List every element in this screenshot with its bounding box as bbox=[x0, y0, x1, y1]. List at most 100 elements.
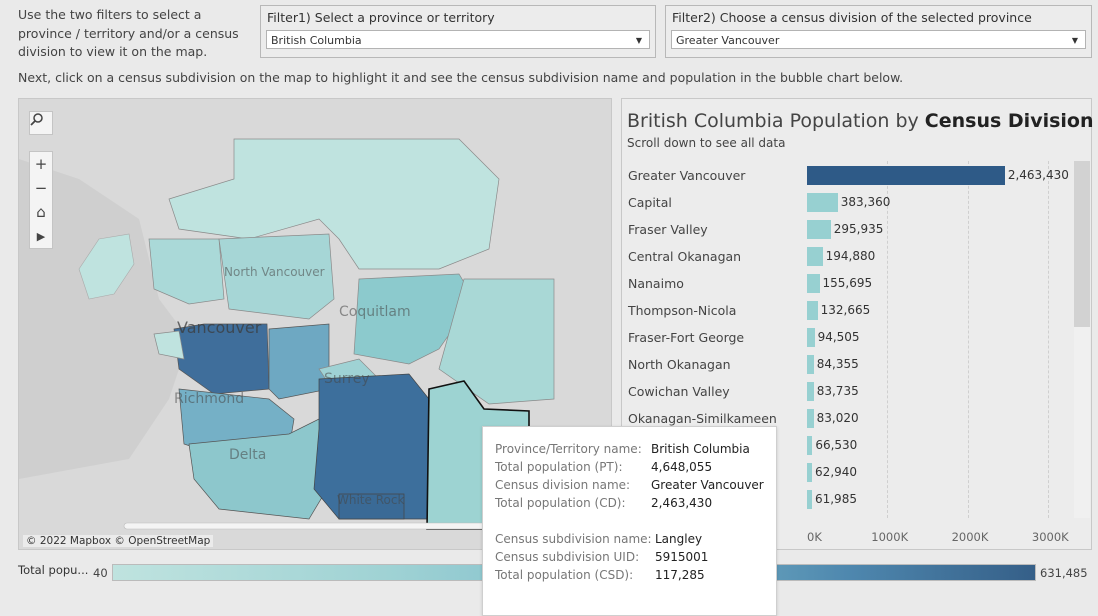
chart-row[interactable]: Fraser Valley 295,935 bbox=[622, 217, 1072, 244]
tooltip-uid-value: 5915001 bbox=[655, 550, 709, 564]
bar-value-label: 83,020 bbox=[816, 411, 859, 425]
map-label-white-rock: White Rock bbox=[337, 493, 405, 507]
map-label-vancouver: Vancouver bbox=[177, 318, 262, 337]
map-region[interactable] bbox=[338, 493, 405, 520]
tooltip-ptpop-value: 4,648,055 bbox=[651, 460, 713, 474]
map-region[interactable] bbox=[438, 278, 555, 405]
chart-row[interactable]: Greater Vancouver 2,463,430 bbox=[622, 163, 1072, 190]
filter-province: Filter1) Select a province or territory … bbox=[260, 5, 656, 58]
tooltip-csdpop-value: 117,285 bbox=[655, 568, 705, 582]
play-icon[interactable]: ▶ bbox=[36, 229, 46, 243]
map-zoom-controls: + − ⌂ ▶ bbox=[29, 151, 53, 249]
category-label: Nanaimo bbox=[628, 276, 684, 291]
bar-value-label: 66,530 bbox=[815, 438, 858, 452]
bar[interactable] bbox=[807, 490, 812, 509]
tooltip-csdpop-label: Total population (CSD): bbox=[495, 568, 634, 582]
bar-value-label: 383,360 bbox=[840, 195, 891, 209]
map-canvas[interactable] bbox=[19, 99, 612, 550]
home-icon[interactable]: ⌂ bbox=[36, 203, 46, 221]
province-select-value: British Columbia bbox=[271, 34, 362, 47]
category-label: Cowichan Valley bbox=[628, 384, 730, 399]
map-region[interactable] bbox=[148, 238, 225, 305]
chart-scrollbar[interactable] bbox=[1074, 161, 1090, 518]
map-tooltip: Province/Territory name: British Columbi… bbox=[482, 426, 777, 616]
bar[interactable] bbox=[807, 436, 813, 455]
category-label: Capital bbox=[628, 195, 672, 210]
bar[interactable] bbox=[807, 463, 813, 482]
x-tick-label: 0K bbox=[807, 530, 822, 544]
chart-gridline bbox=[1047, 161, 1049, 518]
chart-row[interactable]: 62,940 bbox=[622, 460, 1072, 487]
chart-row[interactable]: Nanaimo 155,695 bbox=[622, 271, 1072, 298]
chart-title: British Columbia Population by Census Di… bbox=[627, 110, 1094, 132]
map-region[interactable] bbox=[353, 273, 475, 365]
chart-row[interactable]: 61,985 bbox=[622, 487, 1072, 514]
x-tick-label: 1000K bbox=[871, 530, 909, 544]
bar[interactable] bbox=[807, 247, 823, 266]
scrollbar-thumb[interactable] bbox=[1074, 161, 1090, 327]
category-label: Thompson-Nicola bbox=[628, 303, 737, 318]
zoom-out-icon[interactable]: − bbox=[34, 179, 48, 197]
chart-row[interactable]: Fraser-Fort George 94,505 bbox=[622, 325, 1072, 352]
census-map[interactable]: North Vancouver Vancouver Coquitlam Surr… bbox=[18, 98, 612, 550]
bar[interactable] bbox=[807, 274, 820, 293]
tooltip-uid-label: Census subdivision UID: bbox=[495, 550, 640, 564]
legend-min-value: 40 bbox=[93, 566, 108, 580]
map-region[interactable] bbox=[168, 138, 500, 270]
chart-row[interactable]: 66,530 bbox=[622, 433, 1072, 460]
category-label: Central Okanagan bbox=[628, 249, 742, 264]
bar[interactable] bbox=[807, 193, 838, 212]
map-region[interactable] bbox=[268, 323, 330, 400]
bar[interactable] bbox=[807, 382, 814, 401]
map-region[interactable] bbox=[153, 330, 185, 360]
map-label-coquitlam: Coquitlam bbox=[339, 304, 411, 320]
chart-row[interactable]: North Okanagan 84,355 bbox=[622, 352, 1072, 379]
chevron-down-icon: ▼ bbox=[1071, 36, 1078, 45]
bar[interactable] bbox=[807, 220, 831, 239]
census-division-select[interactable]: Greater Vancouver ▼ bbox=[671, 30, 1086, 49]
category-label: Fraser-Fort George bbox=[628, 330, 745, 345]
chart-gridline bbox=[887, 161, 889, 518]
map-region[interactable] bbox=[78, 233, 135, 300]
map-label-surrey: Surrey bbox=[324, 371, 370, 387]
filter-census-division: Filter2) Choose a census division of the… bbox=[665, 5, 1092, 58]
next-instructions-text: Next, click on a census subdivision on t… bbox=[18, 70, 904, 85]
chevron-down-icon: ▼ bbox=[635, 36, 642, 45]
bar-value-label: 94,505 bbox=[817, 330, 860, 344]
bar-value-label: 295,935 bbox=[833, 222, 884, 236]
tooltip-cdpop-value: 2,463,430 bbox=[651, 496, 713, 510]
tooltip-pt-label: Province/Territory name: bbox=[495, 442, 642, 456]
bar-value-label: 61,985 bbox=[814, 492, 857, 506]
bar[interactable] bbox=[807, 301, 818, 320]
province-select[interactable]: British Columbia ▼ bbox=[266, 30, 650, 49]
bar[interactable] bbox=[807, 166, 1005, 185]
bar[interactable] bbox=[807, 355, 814, 374]
chart-row[interactable]: Okanagan-Similkameen 83,020 bbox=[622, 406, 1072, 433]
bar-value-label: 155,695 bbox=[822, 276, 873, 290]
chart-subtitle: Scroll down to see all data bbox=[627, 136, 786, 150]
filter-province-title: Filter1) Select a province or territory bbox=[267, 10, 495, 25]
chart-row[interactable]: Thompson-Nicola 132,665 bbox=[622, 298, 1072, 325]
chart-row[interactable]: Central Okanagan 194,880 bbox=[622, 244, 1072, 271]
bar-value-label: 2,463,430 bbox=[1007, 168, 1069, 182]
bar[interactable] bbox=[807, 328, 815, 347]
bar[interactable] bbox=[807, 409, 814, 428]
tooltip-csd-label: Census subdivision name: bbox=[495, 532, 652, 546]
x-tick-label: 2000K bbox=[951, 530, 989, 544]
map-label-north-vancouver: North Vancouver bbox=[224, 265, 325, 279]
bar-value-label: 132,665 bbox=[820, 303, 871, 317]
map-region[interactable] bbox=[218, 233, 335, 320]
census-division-select-value: Greater Vancouver bbox=[676, 34, 780, 47]
bar-value-label: 62,940 bbox=[815, 465, 858, 479]
x-tick-label: 3000K bbox=[1031, 530, 1069, 544]
chart-row[interactable]: Cowichan Valley 83,735 bbox=[622, 379, 1072, 406]
bar-value-label: 83,735 bbox=[816, 384, 859, 398]
map-search-button[interactable] bbox=[29, 111, 53, 135]
tooltip-cdpop-label: Total population (CD): bbox=[495, 496, 626, 510]
tooltip-cd-value: Greater Vancouver bbox=[651, 478, 764, 492]
filter-census-division-title: Filter2) Choose a census division of the… bbox=[672, 10, 1032, 25]
zoom-in-icon[interactable]: + bbox=[34, 155, 48, 173]
tooltip-pt-value: British Columbia bbox=[651, 442, 750, 456]
chart-row[interactable]: Capital 383,360 bbox=[622, 190, 1072, 217]
category-label: North Okanagan bbox=[628, 357, 731, 372]
